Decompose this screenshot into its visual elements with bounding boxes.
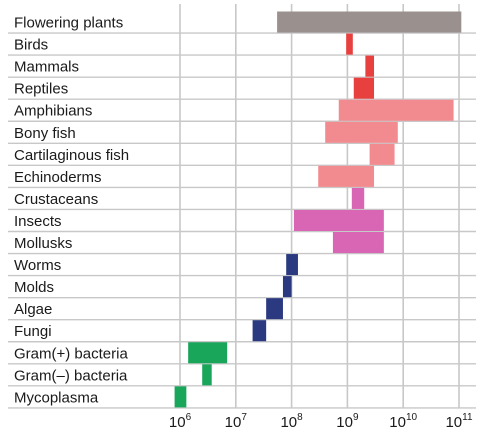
category-label-algae: Algae xyxy=(14,301,52,318)
category-label-mycoplasma: Mycoplasma xyxy=(14,389,99,406)
category-label-birds: Birds xyxy=(14,37,48,54)
range-bar-insects xyxy=(293,209,384,231)
category-label-molds: Molds xyxy=(14,279,54,296)
category-label-flowering-plants: Flowering plants xyxy=(14,15,123,32)
category-labels: Flowering plants Birds Mammals Reptiles Amph… xyxy=(14,15,129,407)
category-label-gram-bacteria: Gram(+) bacteria xyxy=(14,345,128,362)
range-bar-amphibians xyxy=(338,99,454,121)
range-bar-mycoplasma xyxy=(174,386,187,408)
range-bar-reptiles xyxy=(353,77,375,99)
category-label-cartilaginous-fish: Cartilaginous fish xyxy=(14,147,129,164)
range-bar-gram-bacteria xyxy=(188,342,228,364)
range-bar-echinoderms xyxy=(318,165,375,187)
range-bar-birds xyxy=(346,33,353,55)
category-label-insects: Insects xyxy=(14,213,62,230)
x-tick-label: 1010 xyxy=(389,412,417,431)
horizontal-gridlines xyxy=(8,32,476,409)
category-label-crustaceans: Crustaceans xyxy=(14,191,98,208)
range-bar-mollusks xyxy=(332,232,384,254)
range-bar-mammals xyxy=(365,55,375,77)
vertical-gridlines xyxy=(179,4,460,408)
x-axis-tick-labels: 106 107 108 109 1010 1011 xyxy=(169,412,473,431)
range-bar-gram-bacteria xyxy=(202,364,212,386)
x-tick-label: 108 xyxy=(280,412,303,431)
range-bar-flowering-plants xyxy=(277,11,462,33)
category-label-reptiles: Reptiles xyxy=(14,81,68,98)
range-bar-algae xyxy=(266,298,283,320)
category-label-echinoderms: Echinoderms xyxy=(14,169,102,186)
range-bars xyxy=(174,11,462,408)
category-label-gram-bacteria: Gram(–) bacteria xyxy=(14,367,128,384)
range-bar-worms xyxy=(286,254,298,276)
category-label-mollusks: Mollusks xyxy=(14,235,72,252)
category-label-amphibians: Amphibians xyxy=(14,103,92,120)
x-tick-label: 106 xyxy=(169,412,192,431)
x-tick-label: 107 xyxy=(225,412,248,431)
x-tick-label: 1011 xyxy=(445,412,473,431)
x-tick-label: 109 xyxy=(336,412,359,431)
range-bar-crustaceans xyxy=(351,187,365,209)
range-bar-fungi xyxy=(252,320,267,342)
category-label-bony-fish: Bony fish xyxy=(14,125,76,142)
category-label-fungi: Fungi xyxy=(14,323,52,340)
range-bar-molds xyxy=(282,276,292,298)
range-bar-cartilaginous-fish xyxy=(369,143,395,165)
category-label-mammals: Mammals xyxy=(14,59,79,76)
category-label-worms: Worms xyxy=(14,257,61,274)
range-bar-bony-fish xyxy=(325,121,398,143)
